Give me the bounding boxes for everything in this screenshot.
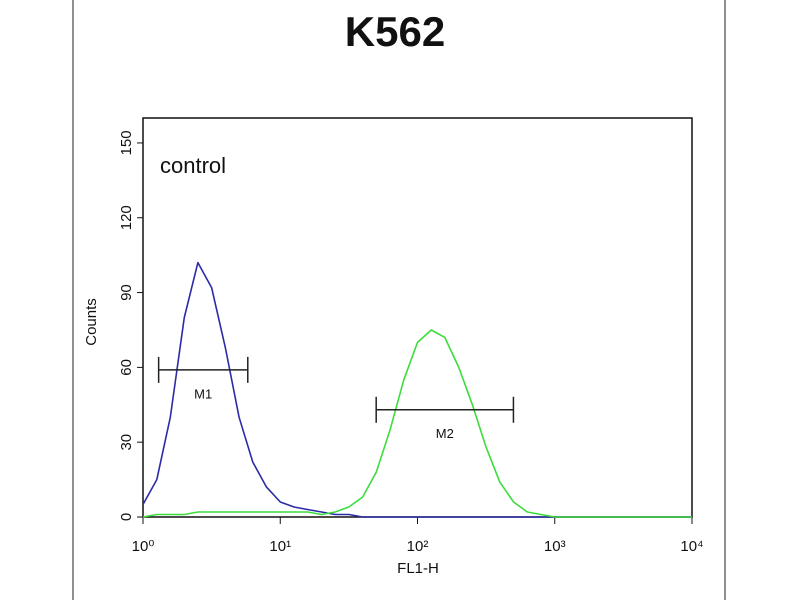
marker-label: M1 (194, 386, 212, 401)
x-tick-label: 10⁴ (680, 538, 703, 555)
y-tick-label: 0 (118, 513, 135, 521)
marker-label: M2 (436, 426, 454, 441)
annotation: control (160, 153, 226, 178)
series-line (142, 261, 692, 518)
x-tick-label: 10² (407, 538, 429, 555)
y-tick-label: 120 (118, 205, 135, 230)
x-tick-label: 10⁰ (132, 538, 155, 555)
x-axis-label: FL1-H (397, 560, 439, 577)
y-tick-label: 30 (118, 434, 135, 451)
series-line (142, 329, 692, 518)
x-tick-label: 10¹ (269, 538, 291, 555)
chart-title: K562 (345, 8, 445, 55)
y-tick-label: 60 (118, 359, 135, 376)
y-tick-label: 150 (118, 130, 135, 155)
y-axis-label: Counts (83, 298, 100, 346)
y-tick-label: 90 (118, 284, 135, 301)
plot-frame (142, 117, 693, 518)
x-tick-label: 10³ (544, 538, 566, 555)
